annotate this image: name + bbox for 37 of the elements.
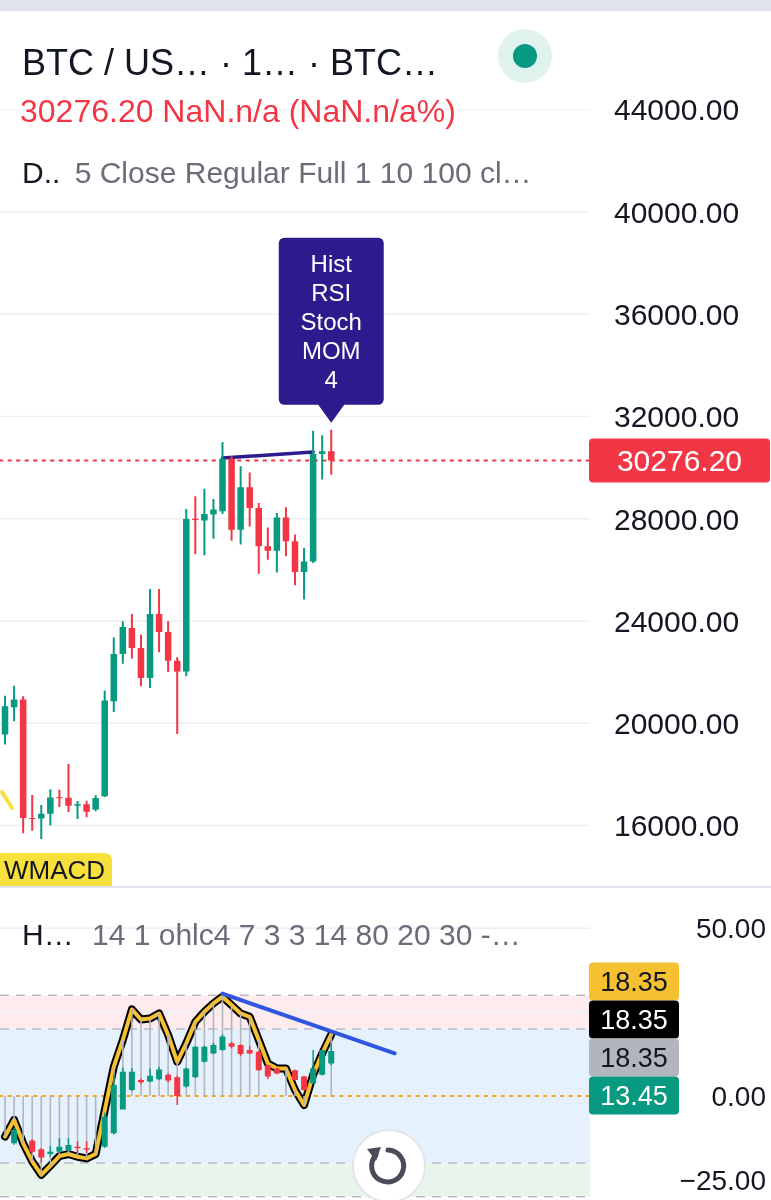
candlestick bbox=[28, 794, 36, 831]
text: 14 1 ohlc4 7 3 3 14 80 20 30 -… bbox=[92, 918, 521, 951]
y-tick-label: 50.00 bbox=[695, 913, 766, 945]
y-tick-label: 0.00 bbox=[711, 1081, 766, 1113]
text: H… bbox=[22, 918, 74, 951]
y-tick-label: −25.00 bbox=[679, 1164, 766, 1196]
text: 13.45 bbox=[600, 1081, 668, 1112]
candlestick bbox=[165, 1073, 172, 1083]
y-tick-label: 32000.00 bbox=[614, 400, 740, 434]
text: 18.35 bbox=[600, 1043, 668, 1074]
y-tick-label: 36000.00 bbox=[614, 297, 740, 331]
y-tick-label: 16000.00 bbox=[614, 809, 740, 843]
candlestick bbox=[264, 527, 272, 560]
candlestick bbox=[74, 801, 81, 819]
y-tick-label: 44000.00 bbox=[614, 93, 740, 127]
annotation: Hist RSI Stoch MOM 4 bbox=[300, 249, 362, 393]
candlestick bbox=[38, 804, 45, 839]
candlestick bbox=[192, 496, 199, 554]
chart-subtitle: 30276.20 NaN.n/a (NaN.n/a%) bbox=[20, 93, 456, 129]
candlestick bbox=[273, 1067, 280, 1075]
annotation: WMACD bbox=[4, 855, 106, 885]
y-tick-label: 40000.00 bbox=[614, 195, 740, 229]
chart-title: BTC / US… · 1… · BTC… bbox=[22, 42, 439, 83]
candlestick bbox=[65, 763, 72, 813]
candlestick bbox=[310, 1050, 317, 1084]
ref-line-label: 30276.20 bbox=[616, 444, 743, 478]
y-tick-label: 24000.00 bbox=[614, 604, 740, 638]
annotation: D.. 5 Close Regular Full 1 10 100 cl… bbox=[22, 156, 532, 189]
candlestick bbox=[56, 789, 63, 807]
candlestick bbox=[201, 488, 208, 556]
candlestick bbox=[210, 499, 217, 539]
candlestick bbox=[147, 1068, 154, 1083]
candlestick bbox=[318, 435, 326, 480]
y-tick-label: 28000.00 bbox=[614, 502, 740, 536]
text: 18.35 bbox=[600, 1005, 668, 1036]
text: 18.35 bbox=[600, 967, 668, 998]
y-tick-label: 20000.00 bbox=[614, 707, 740, 741]
